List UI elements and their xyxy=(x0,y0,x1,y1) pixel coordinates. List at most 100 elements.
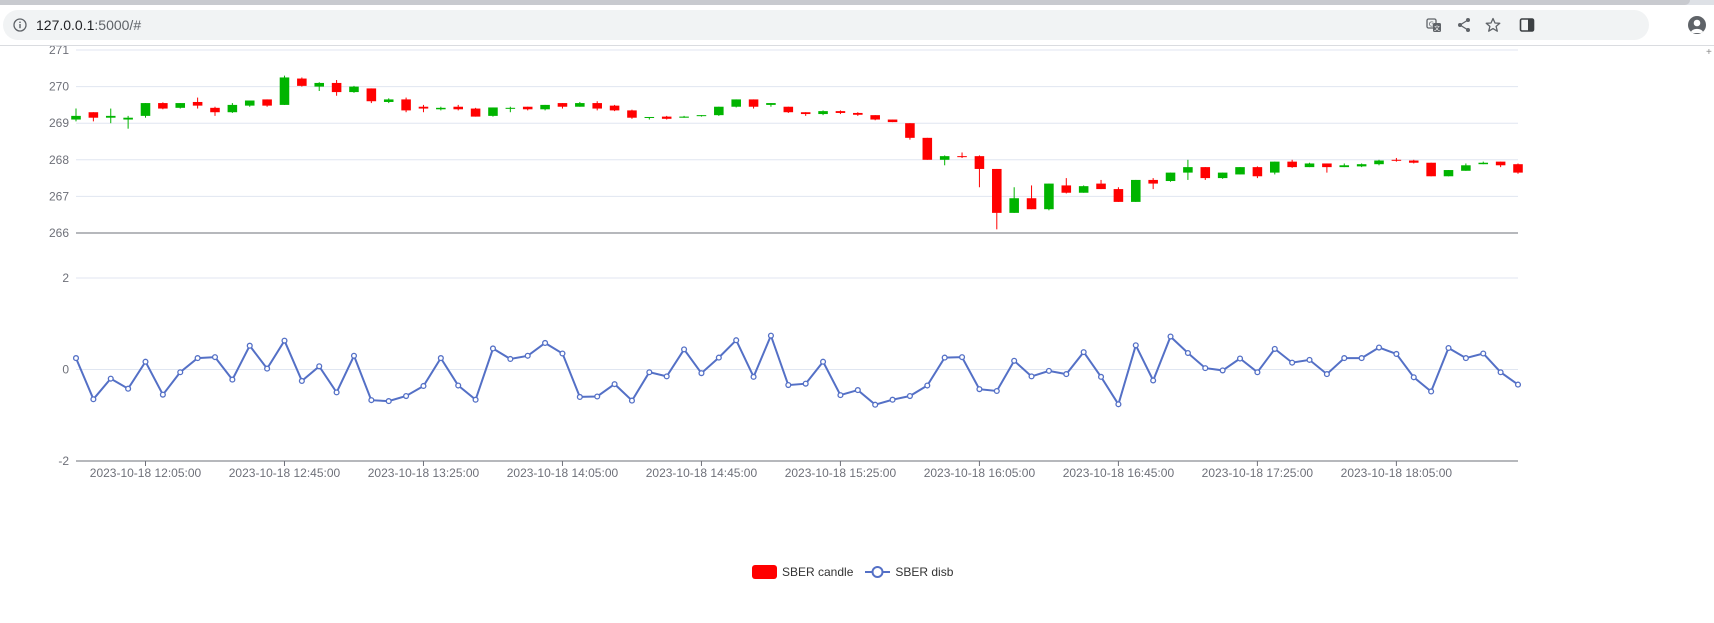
disb-data-point xyxy=(1271,345,1278,352)
candle-body xyxy=(575,103,585,107)
candle-body xyxy=(1148,179,1158,184)
candle-body xyxy=(436,107,446,110)
disb-data-point xyxy=(993,387,1000,395)
candle-body xyxy=(922,137,933,160)
x-tick-label: 2023-10-18 13:25:00 xyxy=(368,466,480,480)
toolbox-corner-icon[interactable]: + xyxy=(1706,47,1712,58)
candle-body xyxy=(957,156,967,158)
disb-data-point xyxy=(229,376,236,383)
candle-body xyxy=(1096,183,1106,190)
disb-data-point xyxy=(368,397,375,404)
candle-body xyxy=(522,106,533,110)
disb-data-point xyxy=(177,369,184,376)
legend-candle-label: SBER candle xyxy=(782,565,854,579)
browser-toolbar: 127.0.0.1:5000/# G 文 xyxy=(0,5,1714,46)
candle-body xyxy=(210,107,220,113)
disb-data-point xyxy=(1289,359,1296,366)
disb-data-point xyxy=(1514,381,1522,388)
disb-data-point xyxy=(958,354,966,361)
legend-item-candle[interactable]: SBER candle xyxy=(752,565,853,579)
disb-data-point xyxy=(437,355,444,362)
candle-body xyxy=(297,78,307,86)
side-panel-icon[interactable] xyxy=(1519,17,1535,33)
candle-body xyxy=(557,103,568,107)
candle-y-tick-label: 269 xyxy=(49,116,69,130)
disb-data-point xyxy=(628,397,636,404)
candle-body xyxy=(1495,161,1506,166)
disb-data-point xyxy=(1358,355,1365,362)
candle-body xyxy=(818,111,828,115)
bookmark-star-icon[interactable] xyxy=(1485,17,1501,33)
disb-data-point xyxy=(681,346,688,353)
candle-body xyxy=(644,116,655,118)
disb-data-point xyxy=(1306,356,1313,363)
share-icon[interactable] xyxy=(1456,17,1472,33)
candle-body xyxy=(1078,186,1089,193)
disb-data-point xyxy=(542,339,549,347)
candle-body xyxy=(1339,165,1350,168)
candle-body xyxy=(1235,167,1245,175)
candle-body xyxy=(1009,198,1019,213)
disb-data-point xyxy=(1097,373,1105,380)
url-text[interactable]: 127.0.0.1:5000/# xyxy=(36,17,141,33)
disb-data-point xyxy=(1219,367,1226,374)
candle-body xyxy=(1304,163,1315,168)
svg-text:文: 文 xyxy=(1434,24,1440,32)
url-host: 127.0.0.1 xyxy=(36,17,95,33)
disb-data-point xyxy=(715,354,722,361)
disb-data-point xyxy=(767,332,774,339)
chart-canvas: 271 270 269 268 267 266 2 0 -2 2023-10-18 12:05:0… xyxy=(49,46,1523,480)
candle-body xyxy=(453,106,463,110)
disb-data-point xyxy=(872,401,879,408)
candle-body xyxy=(505,107,516,109)
candle-body xyxy=(679,116,689,118)
disb-data-point xyxy=(1184,349,1191,357)
disb-data-point xyxy=(1462,355,1469,362)
info-icon[interactable] xyxy=(13,18,27,32)
disb-data-point xyxy=(420,382,427,390)
x-tick-label: 2023-10-18 16:45:00 xyxy=(1063,466,1175,480)
candle-body xyxy=(1478,162,1489,165)
disb-data-point xyxy=(1341,355,1348,362)
disb-data-point xyxy=(1393,350,1400,357)
profile-avatar-icon[interactable] xyxy=(1688,16,1706,34)
candle-body xyxy=(835,111,846,113)
candle-body xyxy=(1287,161,1297,168)
disb-data-point xyxy=(403,392,410,400)
chart-legend: SBER candle SBER disb xyxy=(752,565,965,579)
candle-body xyxy=(974,156,985,169)
legend-line-swatch xyxy=(865,566,891,578)
disb-data-point xyxy=(1497,369,1504,376)
disb-data-point xyxy=(211,354,219,361)
x-tick-label: 2023-10-18 14:05:00 xyxy=(507,466,619,480)
line-y-tick-label: -2 xyxy=(58,454,69,468)
disb-data-point xyxy=(1028,373,1035,380)
candle-body xyxy=(1426,162,1436,177)
address-bar[interactable]: 127.0.0.1:5000/# G 文 xyxy=(3,10,1649,40)
candle-y-tick-label: 271 xyxy=(49,46,69,57)
disb-data-point xyxy=(1150,377,1157,384)
candle-body xyxy=(1356,164,1367,167)
candle-body xyxy=(1183,167,1193,173)
candle-body xyxy=(731,99,741,107)
candle-body xyxy=(71,115,81,120)
disb-data-point xyxy=(820,358,827,365)
candle-body xyxy=(661,116,672,119)
legend-item-line[interactable]: SBER disb xyxy=(865,565,953,579)
disb-data-point xyxy=(1011,357,1018,364)
disb-data-point xyxy=(646,369,653,376)
line-y-tick-label: 2 xyxy=(62,271,69,285)
x-tick-label: 2023-10-18 14:45:00 xyxy=(646,466,758,480)
disb-data-point xyxy=(1115,401,1122,408)
x-tick-label: 2023-10-18 12:05:00 xyxy=(90,466,202,480)
disb-data-point xyxy=(1323,371,1330,378)
url-path: :5000/# xyxy=(94,17,142,33)
candle-body xyxy=(1044,183,1054,210)
disb-data-point xyxy=(1254,369,1261,376)
x-tick-label: 2023-10-18 12:45:00 xyxy=(229,466,341,480)
translate-icon[interactable]: G 文 xyxy=(1426,17,1442,33)
disb-data-point xyxy=(1063,371,1070,378)
candle-body xyxy=(748,99,759,107)
disb-data-point xyxy=(976,386,983,393)
candle-body xyxy=(488,107,498,116)
